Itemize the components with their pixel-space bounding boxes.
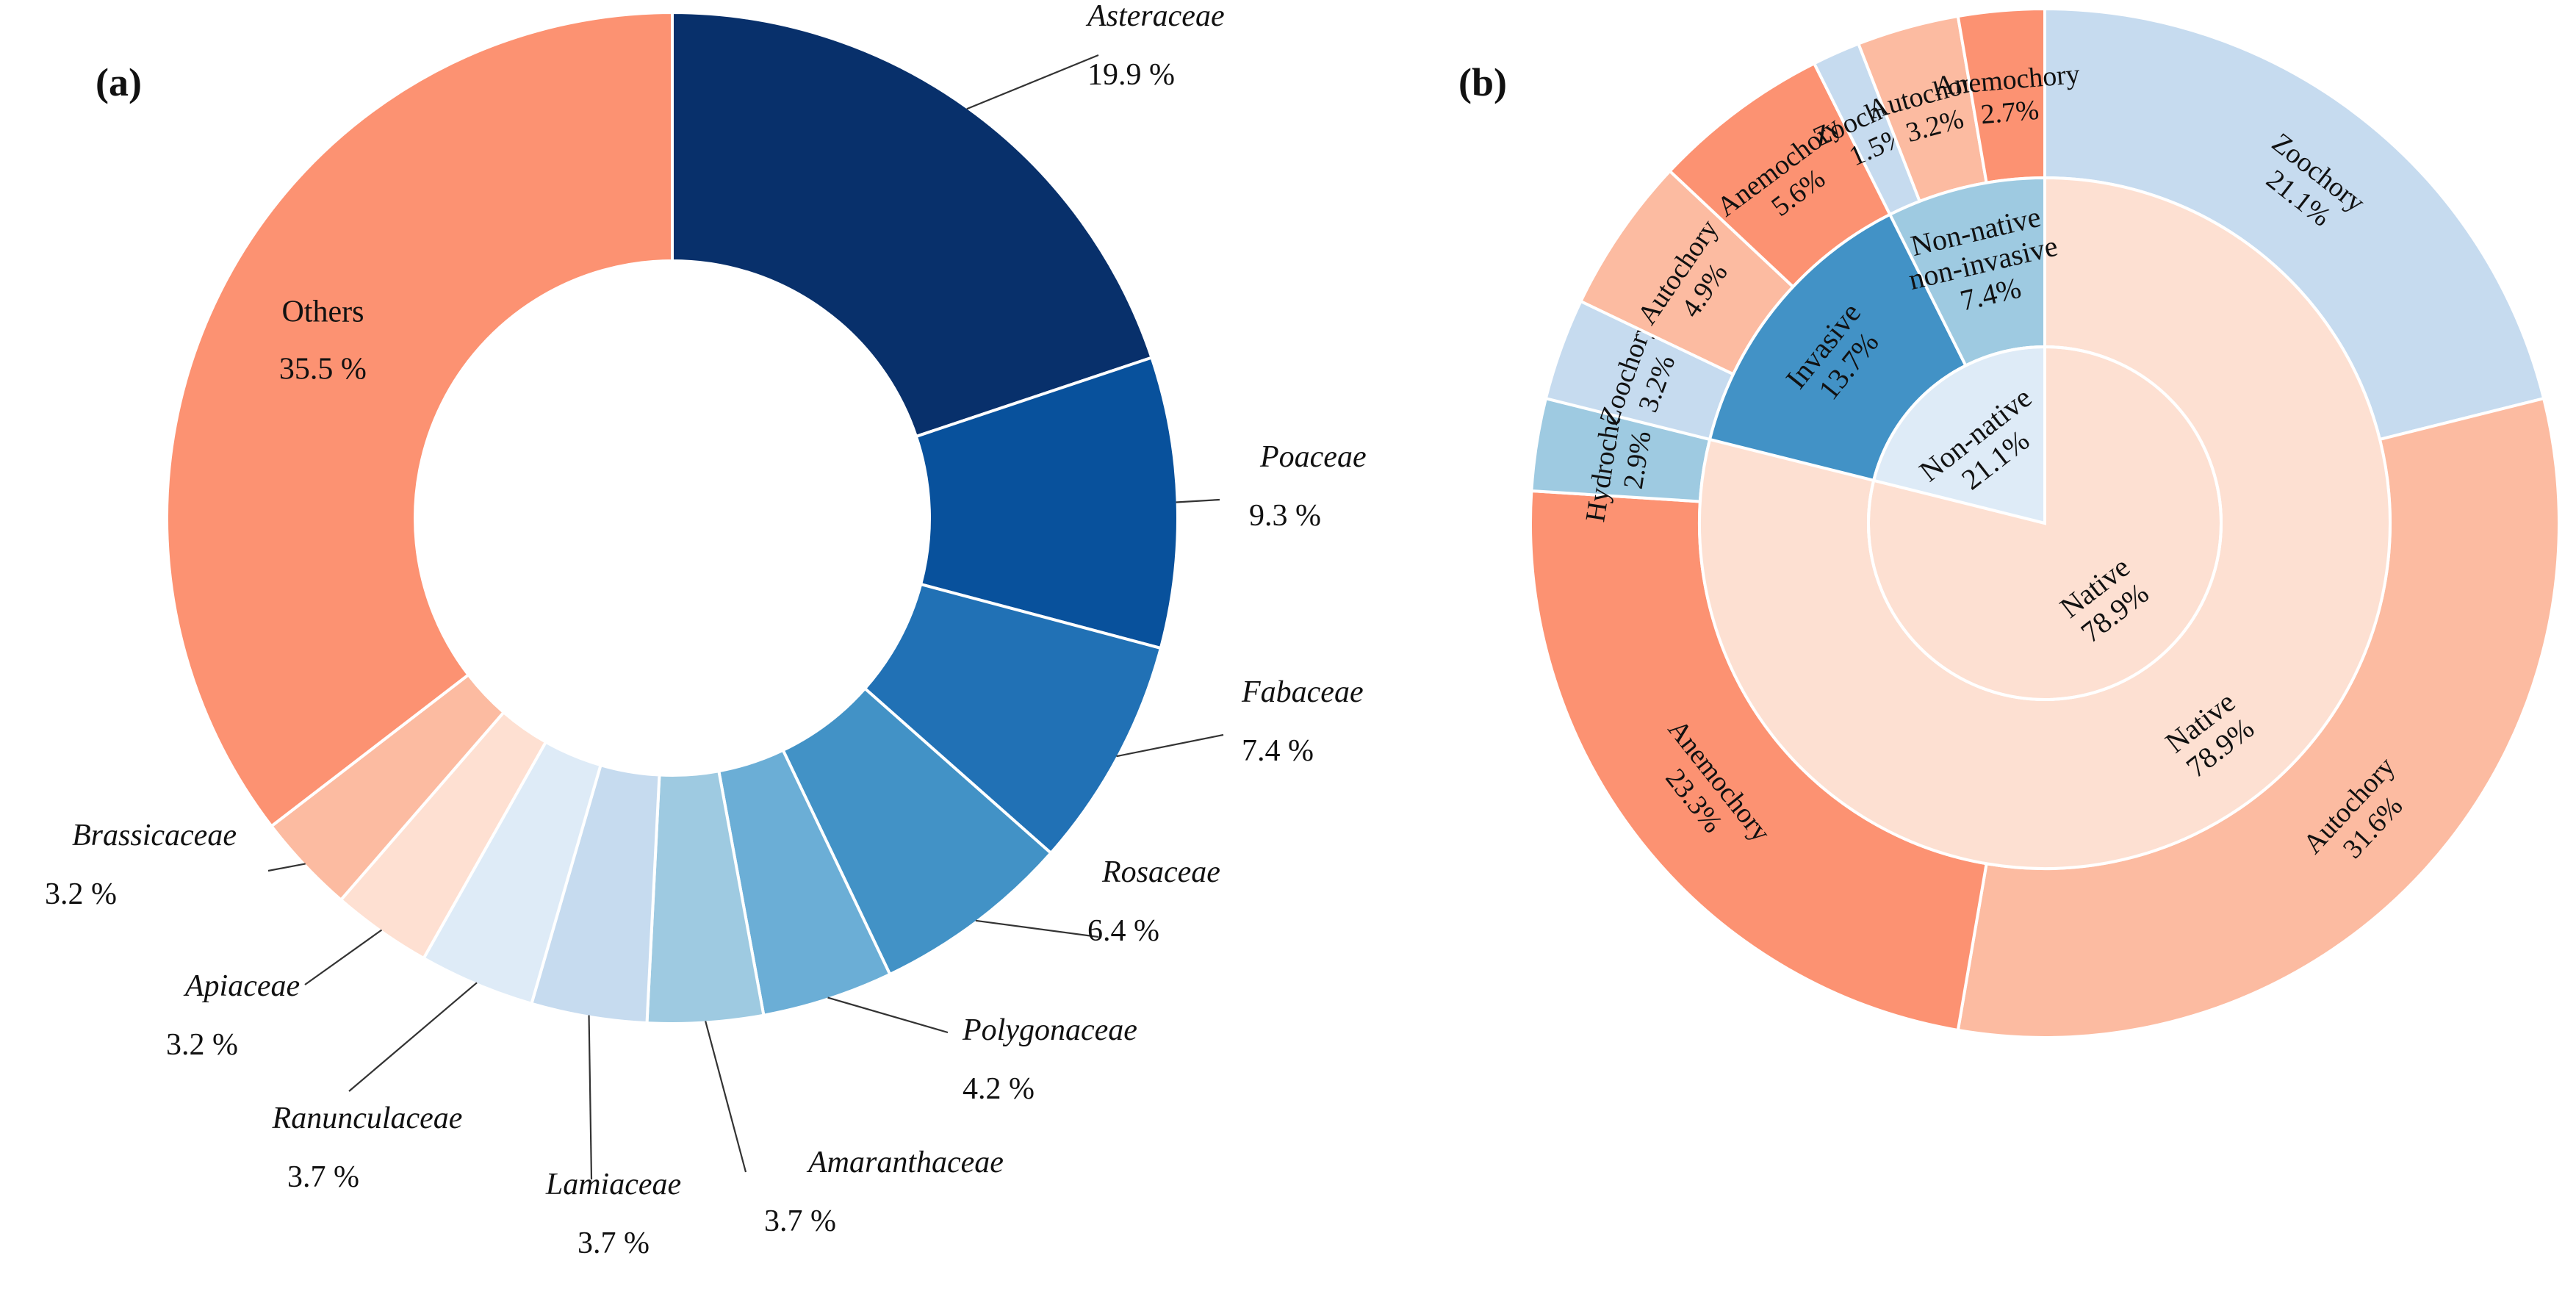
- category-label-lamiaceae: Lamiaceae: [545, 1168, 681, 1201]
- donut-slice-asteraceae: [671, 10, 1154, 439]
- value-label-amaranthaceae: 3.7 %: [764, 1204, 836, 1238]
- value-label-rosaceae: 6.4 %: [1087, 914, 1159, 948]
- value-label-brassicaceae: 3.2 %: [45, 877, 117, 911]
- leader-line-ranunculaceae: [348, 982, 478, 1092]
- leader-line-lamiaceae: [588, 1015, 593, 1180]
- value-label-ranunculaceae: 3.7 %: [287, 1160, 359, 1194]
- value-label-apiaceae: 3.2 %: [166, 1028, 238, 1062]
- donut-slice-poaceae: [914, 356, 1179, 650]
- category-label-fabaceae: Fabaceae: [1241, 675, 1364, 709]
- category-label-amaranthaceae: Amaranthaceae: [806, 1146, 1004, 1179]
- donut-label-others-name: Others: [281, 295, 364, 329]
- donut-slice-others: [165, 10, 674, 829]
- leader-line-poaceae: [1176, 498, 1220, 503]
- panel-a-donut-chart: Asteraceae 19.9 % Poaceae 9.3 % Fabaceae 7.4 …: [45, 0, 1367, 1260]
- leader-line-apiaceae: [304, 929, 383, 985]
- panel-b-sunburst-chart: Zoochory21.1%Autochory31.6%Anemochory23.…: [1528, 7, 2561, 1039]
- leader-line-brassicaceae: [267, 863, 306, 872]
- category-label-asteraceae: Asteraceae: [1085, 0, 1225, 33]
- leader-line-polygonaceae: [827, 996, 949, 1034]
- category-label-poaceae: Poaceae: [1259, 440, 1367, 474]
- inner-ring-border: [1867, 345, 2223, 701]
- leader-line-rosaceae: [975, 919, 1099, 938]
- value-label-poaceae: 9.3 %: [1249, 499, 1321, 533]
- leader-line-amaranthaceae: [705, 1021, 747, 1173]
- value-label-lamiaceae: 3.7 %: [578, 1226, 650, 1260]
- category-label-brassicaceae: Brassicaceae: [72, 819, 237, 852]
- leader-line-asteraceae: [966, 54, 1099, 110]
- value-label-polygonaceae: 4.2 %: [963, 1072, 1035, 1106]
- panel-b-label: (b): [1458, 60, 1507, 104]
- leader-line-fabaceae: [1116, 733, 1224, 758]
- outer-ring-label-value: 2.7%: [1979, 95, 2040, 131]
- category-label-apiaceae: Apiaceae: [183, 969, 300, 1003]
- donut-label-others-value: 35.5 %: [279, 353, 367, 387]
- category-label-polygonaceae: Polygonaceae: [962, 1013, 1137, 1047]
- value-label-fabaceae: 7.4 %: [1242, 734, 1314, 768]
- value-label-asteraceae: 19.9 %: [1087, 58, 1175, 92]
- panel-a-label: (a): [96, 60, 142, 104]
- category-label-rosaceae: Rosaceae: [1101, 855, 1220, 889]
- category-label-ranunculaceae: Ranunculaceae: [272, 1102, 463, 1135]
